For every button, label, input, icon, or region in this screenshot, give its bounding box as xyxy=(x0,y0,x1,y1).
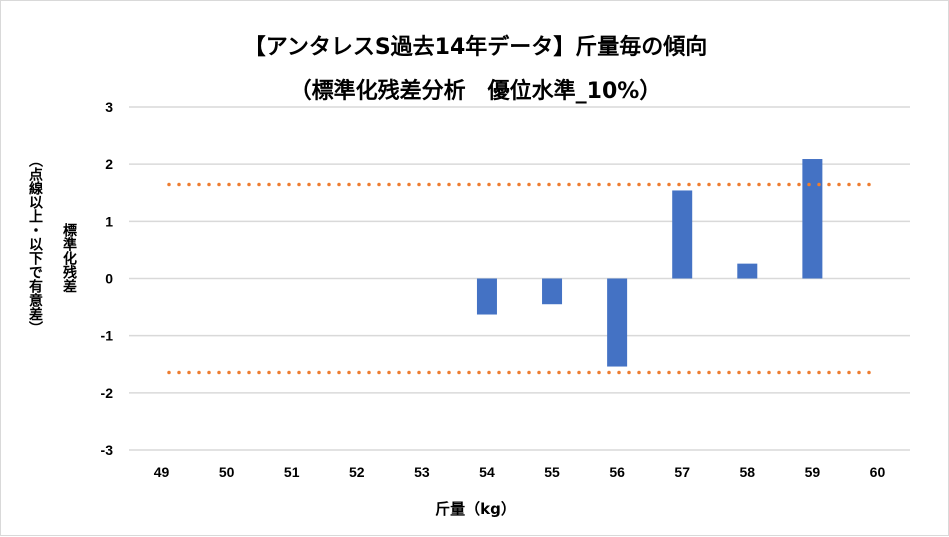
chart-subtitle: （標準化残差分析 優位水準_10%） xyxy=(289,79,662,104)
bar xyxy=(476,278,497,315)
x-tick-label: 56 xyxy=(609,464,625,480)
x-tick-label: 59 xyxy=(805,464,821,480)
y-tick-label: -2 xyxy=(101,385,114,401)
y-tick-label: 1 xyxy=(105,213,113,229)
x-tick-label: 58 xyxy=(740,464,756,480)
y-axis-label: 標準化残差 xyxy=(61,223,77,293)
x-tick-label: 51 xyxy=(284,464,300,480)
x-tick-label: 50 xyxy=(219,464,235,480)
chart-title: 【アンタレスS過去14年データ】斤量毎の傾向 xyxy=(243,35,708,60)
x-tick-label: 53 xyxy=(414,464,430,480)
y-tick-label: -3 xyxy=(101,442,114,458)
x-axis-label: 斤量（kg） xyxy=(435,500,516,518)
bar xyxy=(607,278,628,367)
x-tick-label: 57 xyxy=(674,464,690,480)
x-tick-label: 60 xyxy=(870,464,886,480)
bar xyxy=(672,190,693,279)
bar xyxy=(737,263,758,279)
y-axis-label-note: （点線以上・以下で有意差） xyxy=(27,153,43,335)
y-tick-label: -1 xyxy=(101,328,114,344)
x-tick-label: 55 xyxy=(544,464,560,480)
x-tick-label: 52 xyxy=(349,464,365,480)
x-tick-label: 54 xyxy=(479,464,495,480)
bar xyxy=(542,278,563,305)
y-tick-label: 3 xyxy=(105,99,113,115)
bar xyxy=(802,159,823,279)
y-tick-label: 2 xyxy=(105,156,113,172)
x-tick-label: 49 xyxy=(154,464,170,480)
y-tick-label: 0 xyxy=(105,271,113,287)
